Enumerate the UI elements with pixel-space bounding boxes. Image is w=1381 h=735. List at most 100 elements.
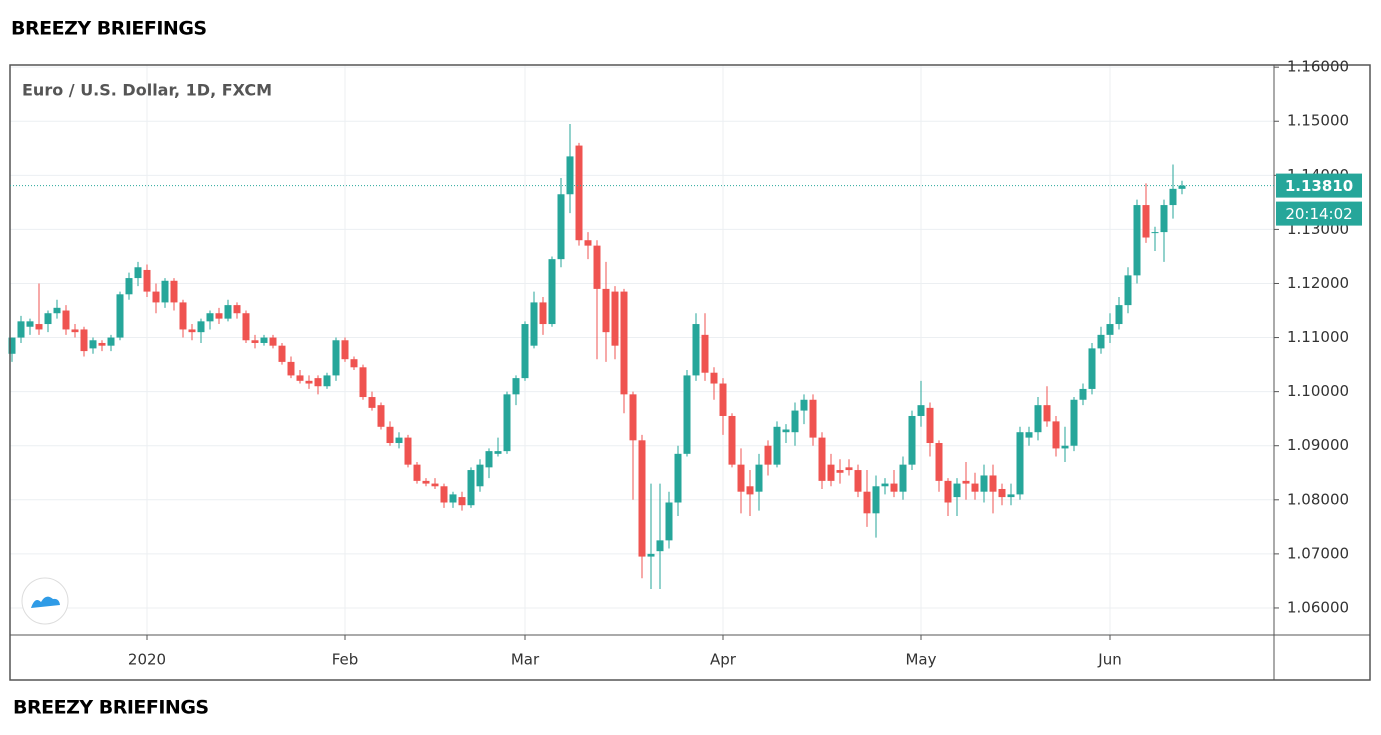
y-tick-label: 1.06000 [1287, 598, 1349, 616]
candle-body [638, 440, 646, 557]
candle-body [593, 245, 601, 289]
candle-body [17, 321, 25, 338]
candle-body [305, 380, 313, 384]
y-tick-label: 1.12000 [1287, 274, 1349, 292]
logo[interactable] [21, 577, 69, 625]
x-tick-label: 2020 [128, 651, 166, 669]
candle-body [764, 445, 772, 465]
candle-body [953, 483, 961, 498]
candle-body [872, 486, 880, 514]
chart-title: Euro / U.S. Dollar, 1D, FXCM [22, 81, 272, 100]
candle-body [1169, 188, 1177, 206]
candle-body [1052, 421, 1060, 449]
candle-body [1178, 185, 1186, 189]
candle-body [890, 483, 898, 492]
candle-body [737, 464, 745, 492]
candle-body [377, 405, 385, 427]
candle-body [431, 483, 439, 487]
candle-body [1088, 348, 1096, 389]
candle-body [287, 361, 295, 376]
candle-body [881, 483, 889, 487]
candle-body [917, 405, 925, 416]
candle-body [395, 437, 403, 444]
candle-body [26, 321, 34, 327]
candle-body [188, 329, 196, 333]
candle-body [1124, 275, 1132, 306]
candle-body [350, 359, 358, 368]
candle-body [206, 313, 214, 322]
footer: BREEZY BRIEFINGS [13, 697, 209, 719]
candle-body [773, 426, 781, 465]
chart-frame [9, 64, 1371, 681]
candle-body [458, 497, 466, 506]
candle-body [935, 443, 943, 481]
candle-body [539, 302, 547, 325]
candle-body [359, 367, 367, 398]
candle-body [710, 372, 718, 384]
candle-body [827, 464, 835, 481]
candle-body [503, 394, 511, 452]
header: BREEZY BRIEFINGS [11, 18, 207, 40]
candle-body [683, 375, 691, 454]
y-tick-label: 1.16000 [1287, 58, 1349, 76]
candle-body [647, 553, 655, 557]
candle-body [449, 494, 457, 503]
candle-body [215, 313, 223, 319]
candle-body [125, 278, 133, 295]
candle-body [1007, 494, 1015, 498]
candle-body [1079, 388, 1087, 400]
candle-body [791, 410, 799, 433]
candle-body [584, 240, 592, 246]
y-tick-label: 1.10000 [1287, 382, 1349, 400]
candle-body [836, 470, 844, 473]
candle-body [962, 480, 970, 484]
candle-body [728, 415, 736, 465]
candle-body [674, 453, 682, 503]
candle-body [1061, 445, 1069, 449]
candle-body [332, 340, 340, 376]
candle-body [278, 345, 286, 362]
candle-body [323, 375, 331, 387]
candle-body [1133, 205, 1141, 276]
candle-body [782, 429, 790, 433]
candle-body [269, 337, 277, 346]
countdown-box [1276, 201, 1362, 226]
candle-body [809, 399, 817, 438]
candle-body [1115, 305, 1123, 325]
candle-body [467, 470, 475, 506]
candle-body [557, 194, 565, 260]
candle-body [566, 156, 574, 195]
candle-body [44, 313, 52, 325]
candle-body [611, 291, 619, 346]
countdown-label: 20:14:02 [1285, 205, 1352, 223]
candle-body [134, 267, 142, 279]
candle-body [989, 475, 997, 492]
candle-body [656, 540, 664, 552]
candles [8, 123, 1186, 590]
candle-body [944, 480, 952, 503]
candle-body [980, 475, 988, 492]
candle-body [1160, 205, 1168, 233]
candle-body [89, 340, 97, 349]
candle-body [8, 337, 16, 354]
x-tick-label: Mar [511, 651, 540, 669]
x-tick-label: May [905, 651, 936, 669]
candle-body [386, 426, 394, 444]
candle-body [899, 464, 907, 492]
y-tick-label: 1.09000 [1287, 436, 1349, 454]
x-tick-label: Apr [710, 651, 737, 669]
candle-body [512, 378, 520, 395]
candle-body [854, 470, 862, 492]
candle-body [224, 305, 232, 319]
candle-body [908, 415, 916, 465]
candle-body [440, 486, 448, 503]
candle-body [1097, 334, 1105, 349]
candle-body [53, 307, 61, 314]
candle-body [485, 451, 493, 468]
candle-body [1043, 405, 1051, 422]
candle-body [548, 259, 556, 325]
candle-body [530, 302, 538, 346]
candle-body [197, 321, 205, 333]
candle-body [755, 464, 763, 492]
